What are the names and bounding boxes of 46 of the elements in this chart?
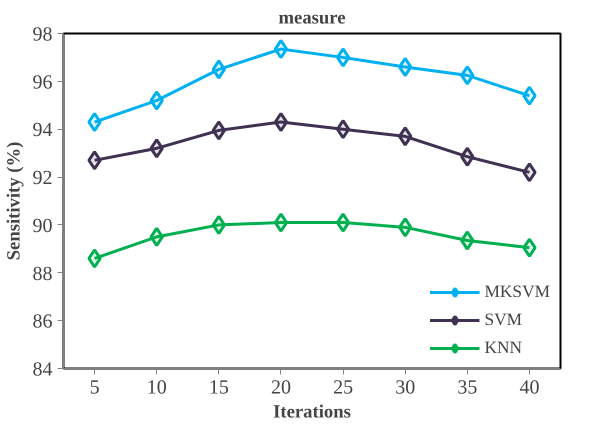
x-tick-label: 20 [270,376,291,398]
point [522,162,537,182]
point [150,138,164,158]
point [398,217,412,238]
point [522,238,537,258]
point [274,112,288,132]
y-axis-title: Sensitivity (%) [4,142,24,260]
y-tick-label: 84 [32,358,52,380]
x-tick-label: 5 [90,376,100,398]
point [460,65,474,86]
x-tick-label: 25 [333,376,354,398]
x-axis-title: Iterations [273,402,351,422]
y-tick-label: 90 [32,214,52,237]
chart-title: measure [278,8,346,28]
point [87,112,102,132]
x-tick-label: 10 [146,376,167,398]
y-tick-label: 86 [32,310,52,333]
x-tick-label: 15 [208,376,229,398]
legend-label: SVM [484,310,522,330]
y-tick-label: 96 [32,71,52,94]
x-tick-label: 35 [457,376,478,398]
point [398,126,412,146]
point [212,214,226,235]
point [460,146,474,167]
point [150,226,164,247]
point [150,90,164,110]
y-tick-label: 98 [32,24,52,46]
point [87,248,102,268]
point [398,57,412,77]
legend-label: MKSVM [484,282,550,302]
point [336,47,350,68]
point [87,150,102,170]
point [522,86,537,106]
legend-label: KNN [484,338,522,358]
point [336,212,350,233]
y-tick-label: 92 [32,167,52,190]
y-tick-label: 88 [32,262,52,285]
x-tick-label: 40 [519,376,540,398]
point [460,230,474,250]
point [274,212,288,233]
point [336,119,350,140]
x-tick-label: 30 [395,376,416,398]
point [274,39,288,60]
y-tick-label: 94 [32,119,52,142]
point [212,59,226,80]
point [212,120,226,140]
